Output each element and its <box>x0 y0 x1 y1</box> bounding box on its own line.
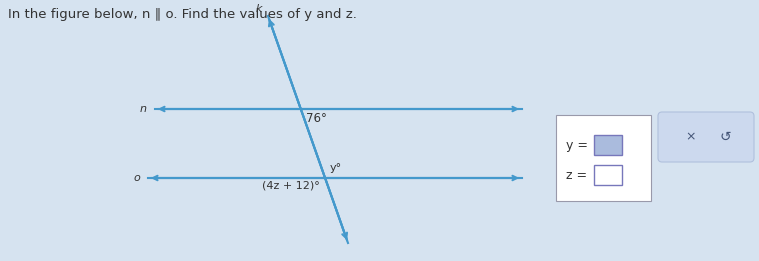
Text: y =: y = <box>566 139 588 152</box>
Text: In the figure below, n ∥ o. Find the values of y and z.: In the figure below, n ∥ o. Find the val… <box>8 8 357 21</box>
FancyBboxPatch shape <box>594 165 622 185</box>
FancyBboxPatch shape <box>556 115 651 201</box>
Text: (4z + 12)°: (4z + 12)° <box>263 181 320 191</box>
Text: o: o <box>134 173 140 183</box>
Text: n: n <box>140 104 147 114</box>
FancyBboxPatch shape <box>594 135 622 155</box>
Text: ↺: ↺ <box>720 130 731 144</box>
Text: z =: z = <box>566 169 587 182</box>
Text: y°: y° <box>330 163 342 173</box>
Text: ×: × <box>685 130 695 144</box>
Text: 76°: 76° <box>306 112 326 125</box>
Text: k: k <box>256 4 262 14</box>
FancyBboxPatch shape <box>658 112 754 162</box>
